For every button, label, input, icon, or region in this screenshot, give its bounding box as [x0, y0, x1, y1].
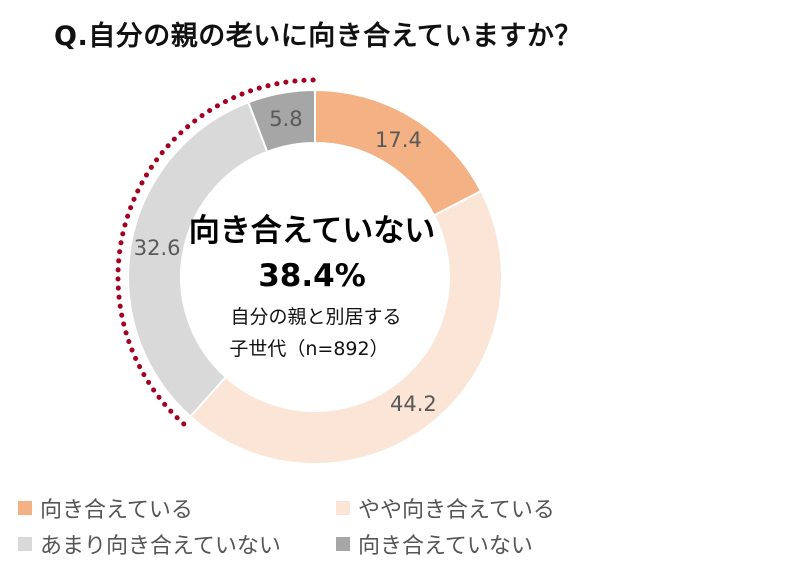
- center-sub-line1: 自分の親と別居する: [230, 306, 401, 328]
- center-headline: 向き合えていない: [189, 213, 435, 249]
- legend-item-4: 向き合えていない: [336, 530, 654, 559]
- legend-swatch: [336, 501, 350, 515]
- slice-3: [127, 100, 269, 418]
- slice-label-1: 17.4: [375, 128, 422, 152]
- legend-item-3: あまり向き合えていない: [18, 530, 336, 559]
- slice-label-4: 5.8: [269, 107, 302, 131]
- legend-label: やや向き合えている: [358, 498, 555, 523]
- slice-4: [247, 88, 316, 154]
- legend-swatch: [336, 537, 350, 551]
- legend: 向き合えている やや向き合えているあまり向き合えていない 向き合えていない: [18, 494, 778, 559]
- chart-title: Q.自分の親の老いに向き合えていますか？: [54, 21, 582, 52]
- highlight-dotted-arc: [115, 77, 318, 427]
- slice-labels-group: 17.4 44.2 32.6 5.8: [134, 107, 437, 416]
- slice-label-3: 32.6: [134, 236, 181, 260]
- center-sub-line2: 子世代（n=892）: [229, 338, 388, 360]
- center-value: 38.4%: [258, 258, 366, 294]
- legend-swatch: [18, 501, 32, 515]
- legend-label: あまり向き合えていない: [40, 534, 281, 559]
- slice-label-2: 44.2: [390, 392, 437, 416]
- slice-1: [314, 88, 483, 217]
- legend-label: 向き合えている: [40, 498, 193, 523]
- slices-group: [127, 88, 503, 465]
- donut-chart: 17.4 44.2 32.6 5.8 向き合えていない 38.4% 自分の親と別居する…: [115, 77, 503, 465]
- legend-item-2: やや向き合えている: [336, 494, 654, 523]
- slice-2: [189, 189, 503, 465]
- legend-label: 向き合えていない: [358, 534, 533, 559]
- legend-item-1: 向き合えている: [18, 494, 336, 523]
- legend-swatch: [18, 537, 32, 551]
